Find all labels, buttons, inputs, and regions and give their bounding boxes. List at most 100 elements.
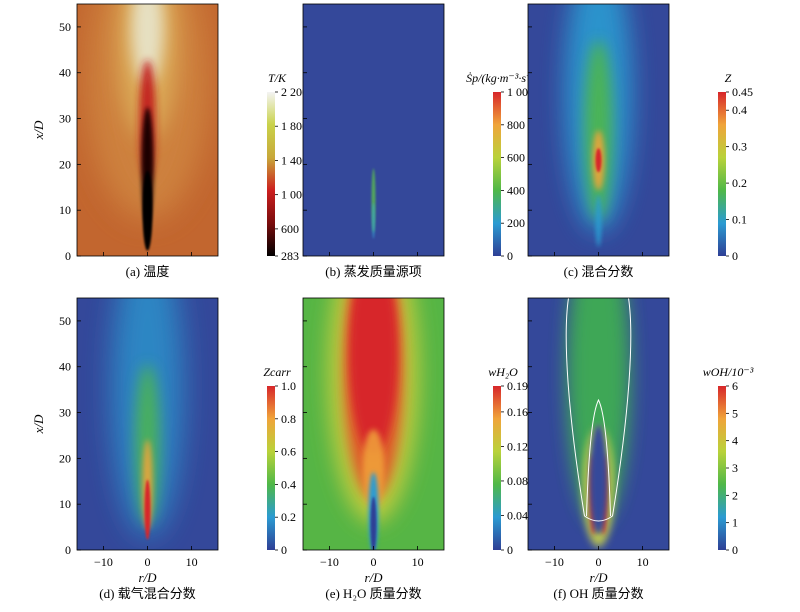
colorbar-tick-label: 4 [732, 434, 738, 448]
field-contour [595, 148, 602, 173]
y-tick-label: 50 [59, 20, 71, 34]
panel-d: 0 10 20 30 40 50 −10 0 10 x/D r/D(d) 载气混合分数 0 0.2 0.4… [31, 297, 296, 601]
colorbar-tick-label: 0 [507, 249, 513, 263]
x-tick-label: 0 [596, 555, 602, 569]
y-tick-label: 20 [59, 451, 71, 465]
x-tick-label: 10 [637, 555, 649, 569]
colorbar-tick-label: 1 [732, 516, 738, 530]
field-contour [372, 202, 375, 239]
colorbar-tick-label: 0.04 [507, 508, 528, 522]
panel-caption: (a) 温度 [126, 264, 170, 279]
field-contour [362, 429, 385, 510]
stoich-isoline [565, 298, 585, 517]
field-contour [131, 4, 164, 85]
panel-a: 0 10 20 30 40 50 x/D (a) 温度 283 600 1 000 1 400 1 80… [31, 3, 308, 279]
colorbar-tick-label: 0 [507, 543, 513, 557]
y-tick-label: 0 [65, 543, 71, 557]
y-tick-label: 30 [59, 112, 71, 126]
y-axis-label: x/D [31, 120, 46, 140]
panel-c: (c) 混合分数 0 0.1 0.2 0.3 0.4 0.45Z [527, 3, 753, 279]
y-axis-label: x/D [31, 414, 46, 434]
y-tick-label: 50 [59, 314, 71, 328]
x-axis-label: r/D [364, 570, 383, 585]
y-tick-label: 10 [59, 203, 71, 217]
colorbar-tick-label: 0 [281, 543, 287, 557]
y-tick-label: 10 [59, 497, 71, 511]
panel-caption: (c) 混合分数 [564, 264, 634, 279]
colorbar-tick-label: 0.2 [732, 176, 747, 190]
colorbar-tick-label: 5 [732, 406, 738, 420]
inner-isoline [586, 398, 611, 517]
colorbar-title: Zcarr [263, 365, 291, 379]
colorbar [267, 92, 275, 256]
panel-caption: (f) OH 质量分数 [553, 586, 643, 601]
y-tick-label: 30 [59, 406, 71, 420]
field-contour [142, 170, 153, 251]
colorbar-tick-label: 0.4 [732, 103, 747, 117]
colorbar-tick-label: 0 [732, 249, 738, 263]
field-contour [566, 298, 631, 524]
panel-caption: (d) 载气混合分数 [99, 586, 195, 601]
colorbar-tick-label: 283 [281, 249, 299, 263]
x-tick-label: −10 [94, 555, 113, 569]
x-axis-label: r/D [138, 570, 157, 585]
colorbar-tick-label: 1 000 [281, 188, 308, 202]
colorbar-tick-label: 0.4 [281, 477, 296, 491]
colorbar [493, 92, 501, 256]
colorbar-tick-label: 800 [507, 118, 525, 132]
field-contour [584, 40, 613, 220]
colorbar-title: Z [725, 71, 732, 85]
x-tick-label: 0 [371, 555, 377, 569]
panel-caption: (b) 蒸发质量源项 [325, 264, 421, 279]
x-tick-label: −10 [545, 555, 564, 569]
colorbar-tick-label: 0.2 [281, 510, 296, 524]
colorbar-tick-label: 0.3 [732, 140, 747, 154]
x-axis-label: r/D [589, 570, 608, 585]
panel-e: −10 0 10 r/D(e) H₂O 质量分数 0 0.04 0.08 0.12 0.16 0.… [302, 297, 528, 601]
colorbar-tick-label: 0.08 [507, 474, 528, 488]
y-tick-label: 20 [59, 157, 71, 171]
x-tick-label: 10 [186, 555, 198, 569]
colorbar-tick-label: 0.45 [732, 85, 753, 99]
colorbar-tick-label: 1 000 [507, 85, 534, 99]
colorbar-tick-label: 0.6 [281, 445, 296, 459]
colorbar-tick-label: 0.1 [732, 213, 747, 227]
colorbar-tick-label: 1 400 [281, 153, 308, 167]
colorbar-tick-label: 0.19 [507, 379, 528, 393]
x-tick-label: 0 [145, 555, 151, 569]
colorbar-title: Ṡp/(kg·m⁻³·s⁻¹) [466, 70, 540, 85]
colorbar-tick-label: 0.8 [281, 412, 296, 426]
colorbar-tick-label: 0.12 [507, 439, 528, 453]
stoich-isoline [612, 298, 632, 517]
colorbar-tick-label: 2 [732, 488, 738, 502]
y-tick-label: 0 [65, 249, 71, 263]
colorbar [718, 386, 726, 550]
panel-b: (b) 蒸发质量源项 0 200 400 600 800 1 000Ṡp/(kg·m⁻³·s… [302, 3, 540, 279]
colorbar-tick-label: 3 [732, 461, 738, 475]
colorbar-tick-label: 1.0 [281, 379, 296, 393]
field-contour [595, 194, 602, 247]
y-tick-label: 40 [59, 360, 71, 374]
colorbar-title: wH₂O [488, 365, 518, 379]
colorbar-tick-label: 2 200 [281, 85, 308, 99]
colorbar-tick-label: 0 [732, 543, 738, 557]
colorbar-tick-label: 600 [507, 151, 525, 165]
x-tick-label: −10 [320, 555, 339, 569]
colorbar [267, 386, 275, 550]
colorbar [493, 386, 501, 550]
y-tick-label: 40 [59, 66, 71, 80]
colorbar-tick-label: 0.16 [507, 405, 528, 419]
colorbar [718, 92, 726, 256]
colorbar-tick-label: 1 800 [281, 119, 308, 133]
colorbar-title: wOH/10⁻³ [703, 365, 754, 379]
colorbar-title: T/K [268, 71, 287, 85]
colorbar-tick-label: 400 [507, 183, 525, 197]
x-tick-label: 10 [412, 555, 424, 569]
field-contour [370, 496, 377, 550]
flame-base-isoline [584, 515, 613, 522]
field-contour [349, 298, 398, 454]
panel-caption: (e) H₂O 质量分数 [325, 586, 421, 601]
colorbar-tick-label: 600 [281, 222, 299, 236]
